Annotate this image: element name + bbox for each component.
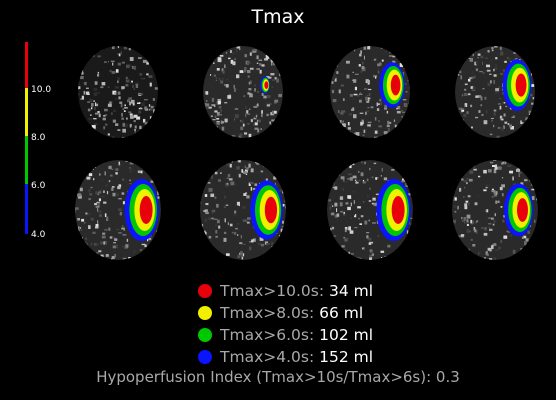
- brain-slice: [330, 46, 410, 138]
- scale-segment-red: [25, 42, 28, 88]
- legend-label: Tmax>4.0s: 152 ml: [220, 348, 374, 366]
- legend-value: 102 ml: [319, 326, 374, 344]
- brain-slice: [75, 160, 161, 260]
- brain-slice: [78, 46, 158, 138]
- scale-tick-10: 10.0: [31, 85, 52, 95]
- legend-item: Tmax>10.0s: 34 ml: [198, 281, 458, 303]
- brain-slice: [452, 160, 538, 260]
- scale-tick-6: 6.0: [31, 181, 46, 191]
- page-title: Tmax: [251, 6, 305, 28]
- legend-label: Tmax>10.0s: 34 ml: [220, 282, 374, 300]
- legend-item: Tmax>6.0s: 102 ml: [198, 325, 458, 347]
- legend-label: Tmax>8.0s: 66 ml: [220, 304, 364, 322]
- legend-dot-blue: [198, 350, 212, 364]
- volume-legend: Tmax>10.0s: 34 ml Tmax>8.0s: 66 ml Tmax>…: [198, 281, 458, 369]
- scale-segment-green: [25, 136, 28, 184]
- scale-tick-4: 4.0: [31, 230, 46, 240]
- brain-slice-grid: [75, 46, 538, 260]
- brain-slice: [200, 160, 286, 260]
- hypoperfusion-index: Hypoperfusion Index (Tmax>10s/Tmax>6s): …: [96, 368, 460, 386]
- brain-slice: [455, 46, 535, 138]
- legend-dot-green: [198, 328, 212, 342]
- legend-item: Tmax>4.0s: 152 ml: [198, 347, 458, 369]
- brain-slice: [327, 160, 413, 260]
- legend-item: Tmax>8.0s: 66 ml: [198, 303, 458, 325]
- legend-dot-yellow: [198, 306, 212, 320]
- legend-value: 66 ml: [319, 304, 364, 322]
- legend-value: 152 ml: [319, 348, 374, 366]
- scale-segment-yellow: [25, 88, 28, 136]
- scale-tick-8: 8.0: [31, 133, 46, 143]
- brain-slice: [203, 46, 283, 138]
- legend-dot-red: [198, 284, 212, 298]
- legend-value: 34 ml: [328, 282, 374, 300]
- scale-segment-blue: [25, 184, 28, 234]
- color-scale-bar: 10.0 8.0 6.0 4.0: [0, 0, 80, 250]
- legend-label: Tmax>6.0s: 102 ml: [220, 326, 374, 344]
